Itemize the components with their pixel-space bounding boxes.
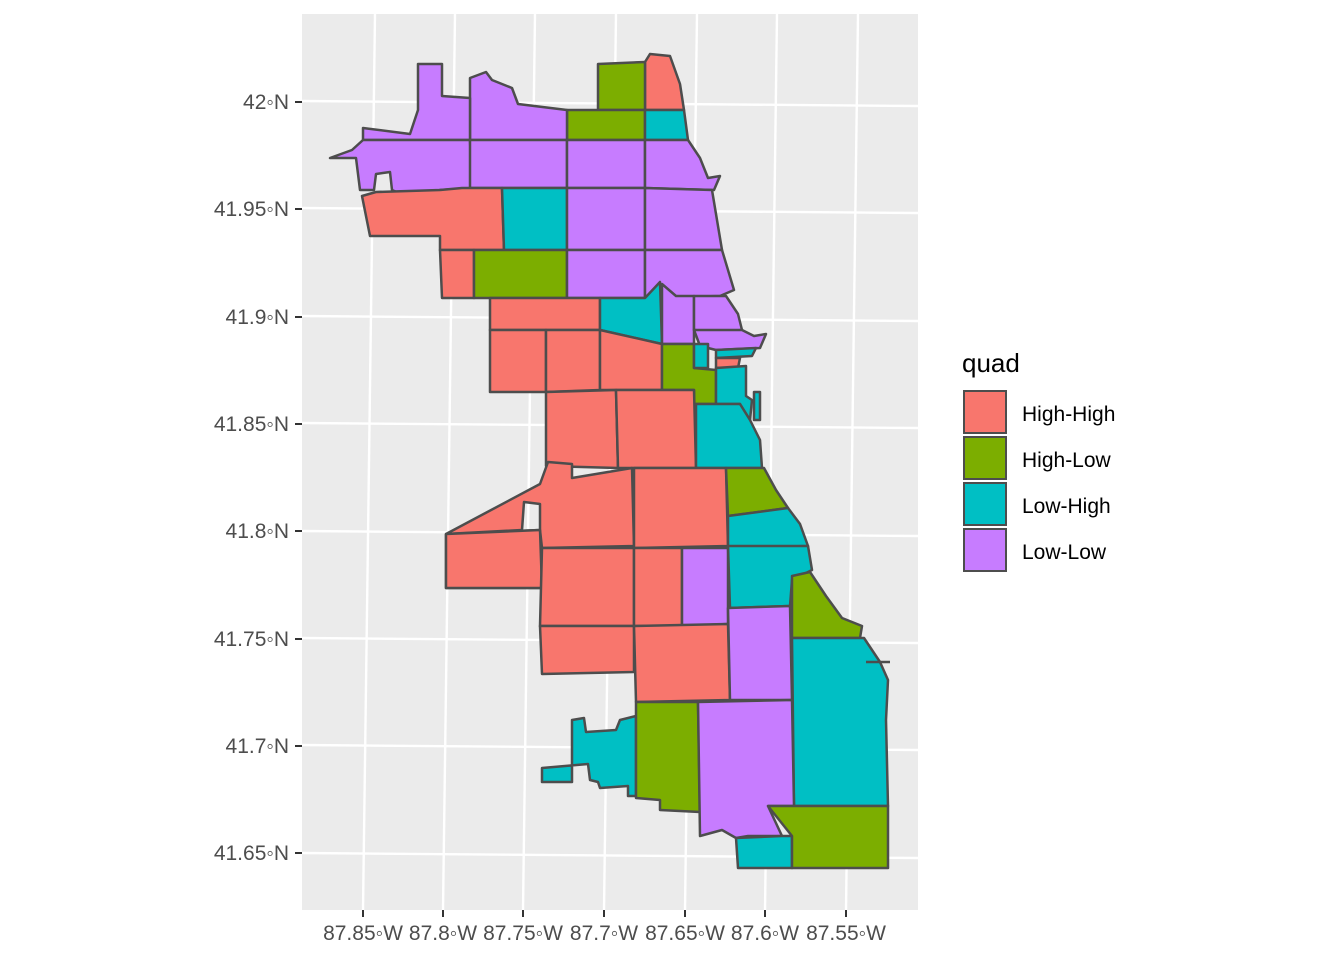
region-greater-grand [680,546,730,628]
y-axis-labels: 42◦N 41.95◦N 41.9◦N 41.85◦N 41.8◦N 41.75… [214,91,289,865]
region-chatham [726,604,794,702]
x-tick-label: 87.7◦W [570,922,638,945]
x-tick-label: 87.8◦W [409,922,477,945]
legend-key-low-high [963,482,1007,526]
region-west-lawn [538,546,636,628]
region-lake-view [643,248,736,300]
region-belmont-cragin [472,248,569,300]
region-austin [488,296,602,332]
x-axis-labels: 87.85◦W 87.8◦W 87.75◦W 87.7◦W 87.65◦W 87… [323,922,886,945]
legend-label: Low-High [1022,495,1111,518]
legend-label: Low-Low [1022,541,1107,564]
y-tick-label: 41.85◦N [214,413,289,436]
y-axis-ticks [295,101,302,854]
region-mount-greenwood [540,714,638,798]
x-tick-label: 87.75◦W [483,922,563,945]
region-logan-square [565,248,647,300]
legend-key-high-low [963,436,1007,480]
region-forest-glen [468,138,569,190]
legend-key-high-high [963,390,1007,434]
region-montclare [438,248,476,300]
region-loop-east [714,346,758,360]
region-beverly [634,700,702,814]
y-tick-label: 41.75◦N [214,628,289,651]
legend-title: quad [962,348,1020,378]
region-woodlawn [726,506,810,550]
region-harbor [752,390,762,422]
legend-key-low-low [963,528,1007,572]
y-tick-label: 42◦N [243,91,289,114]
region-new-city [632,466,730,550]
region-archer-heights [444,528,544,590]
community-areas [328,52,890,870]
region-hegewisch [766,804,890,870]
y-tick-label: 41.95◦N [214,198,289,221]
region-irving-park [565,186,647,252]
y-tick-label: 41.7◦N [226,735,289,758]
y-tick-label: 41.8◦N [226,520,289,543]
legend-label: High-High [1022,403,1115,426]
region-west-ridge [596,60,647,112]
region-west-garfield [488,328,548,394]
x-tick-label: 87.85◦W [323,922,403,945]
x-tick-label: 87.65◦W [645,922,725,945]
region-portage-park [500,186,569,252]
legend-label: High-Low [1022,449,1112,472]
region-ashburn [538,624,636,676]
region-uptown-north [643,108,690,142]
region-north-center [643,186,724,252]
region-south-lawndale [544,388,620,470]
region-east-garfield [544,328,602,394]
x-tick-label: 87.55◦W [806,922,886,945]
y-tick-label: 41.9◦N [226,306,289,329]
x-axis-ticks [362,910,847,917]
region-auburn-gresham [632,622,732,704]
legend: quad High-High High-Low Low-High Low-Low [962,348,1115,572]
region-lower-west-side [614,388,698,470]
y-tick-label: 41.65◦N [214,842,289,865]
region-lincoln-square-north [565,108,647,142]
region-kenwood [724,466,790,518]
region-albany-park [565,138,647,190]
x-tick-label: 87.6◦W [731,922,799,945]
region-loop [692,342,710,370]
region-riverdale-west [734,834,794,870]
region-chicago-lawn [632,546,684,628]
